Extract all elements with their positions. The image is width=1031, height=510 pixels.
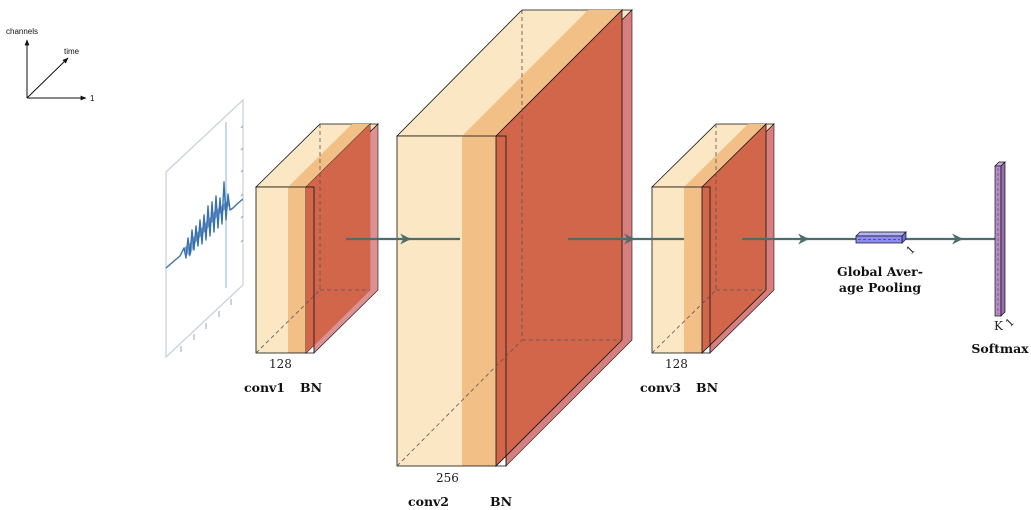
conv2-hidden-base <box>396 339 523 467</box>
time-axis <box>26 57 69 99</box>
gap-title-line2: age Pooling <box>839 280 921 295</box>
conv2-label: conv2 <box>408 494 449 509</box>
conv3-bn-front <box>684 187 702 353</box>
conv1-size-label: 128 <box>269 357 292 371</box>
conv2-bn-front <box>462 136 496 466</box>
input-signal-panel <box>165 98 244 359</box>
gap-vector <box>855 231 907 244</box>
gap-title-line1: Global Aver- <box>837 264 923 279</box>
conv2-bn-top <box>462 10 622 136</box>
conv1-relu-face <box>306 124 370 353</box>
conv1-bn-label: BN <box>300 380 322 395</box>
conv1-label: conv1 <box>244 380 285 395</box>
conv2-outline <box>396 135 507 467</box>
gap-dim-label: 1 <box>904 243 918 257</box>
conv3-outline <box>651 186 711 354</box>
conv3-size-label: 128 <box>665 357 688 371</box>
conv2-front <box>397 136 462 466</box>
block-conv1 <box>255 123 379 354</box>
x-label: 1 <box>90 94 95 103</box>
softmax-side <box>1000 161 1006 317</box>
conv3-hidden-base <box>651 289 717 354</box>
axes-legend: channels time 1 <box>6 27 95 103</box>
conv3-label: conv3 <box>640 380 681 395</box>
softmax-title: Softmax <box>971 341 1029 356</box>
gap-top <box>855 231 907 237</box>
block-conv3 <box>651 123 775 354</box>
time-label: time <box>64 47 80 56</box>
conv1-bn-top <box>288 124 370 187</box>
conv3-bn-label: BN <box>696 380 718 395</box>
waveform-envelope <box>183 201 231 257</box>
channels-label: channels <box>6 27 38 36</box>
conv1-bn-front <box>288 187 306 353</box>
softmax-vector <box>994 161 1006 317</box>
conv2-bn-label: BN <box>490 494 512 509</box>
signal-ticks <box>180 125 244 352</box>
softmax-dim-1: 1 <box>1003 316 1017 330</box>
conv3-bn-top <box>684 124 766 187</box>
conv3-front <box>652 187 684 353</box>
conv2-size-label: 256 <box>436 471 459 485</box>
conv1-front <box>256 187 288 353</box>
conv1-hidden-base <box>255 289 321 354</box>
gap-side <box>901 231 907 244</box>
conv1-outline <box>255 186 315 354</box>
softmax-dim-k: K <box>994 319 1004 333</box>
